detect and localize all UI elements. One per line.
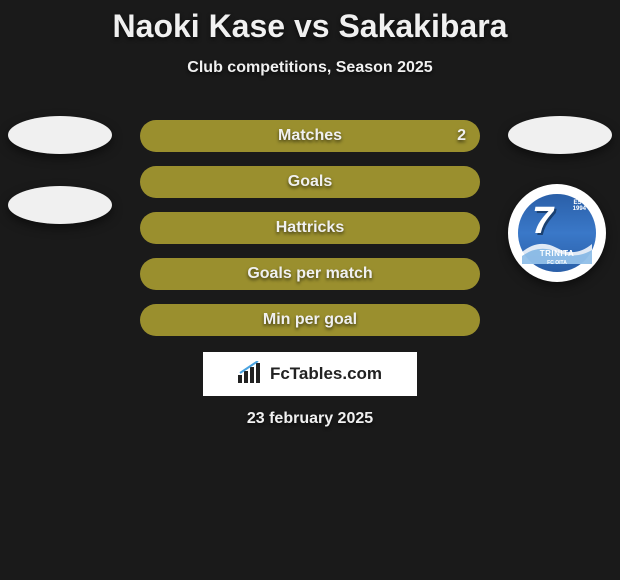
stat-label: Matches (278, 127, 342, 145)
stats-container: Matches 2 Goals Hattricks Goals per matc… (140, 120, 480, 336)
stat-label: Goals (288, 173, 332, 191)
club-badge-inner: 7 EST 1994 TRINITA FC OITA (515, 191, 599, 275)
subtitle: Club competitions, Season 2025 (0, 59, 620, 77)
left-player-column (8, 116, 112, 224)
date-label: 23 february 2025 (0, 410, 620, 428)
stat-row-min-per-goal: Min per goal (140, 304, 480, 336)
player2-club-badge: 7 EST 1994 TRINITA FC OITA (508, 184, 606, 282)
stat-label: Hattricks (276, 219, 344, 237)
stat-row-matches: Matches 2 (140, 120, 480, 152)
stat-row-hattricks: Hattricks (140, 212, 480, 244)
right-player-column: 7 EST 1994 TRINITA FC OITA (508, 116, 612, 282)
branding-text: FcTables.com (270, 364, 382, 384)
player1-avatar-placeholder (8, 116, 112, 154)
stat-label: Min per goal (263, 311, 357, 329)
stat-right-value: 2 (457, 120, 466, 152)
player1-club-placeholder (8, 186, 112, 224)
branding-box: FcTables.com (203, 352, 417, 396)
stat-row-goals-per-match: Goals per match (140, 258, 480, 290)
page-title: Naoki Kase vs Sakakibara (0, 0, 620, 45)
player2-avatar-placeholder (508, 116, 612, 154)
club-badge-est: EST 1994 (573, 200, 586, 212)
club-badge-name: TRINITA (518, 249, 596, 258)
stat-row-goals: Goals (140, 166, 480, 198)
branding-bars-icon (238, 361, 264, 388)
club-badge-sub: FC OITA (518, 260, 596, 266)
stat-label: Goals per match (247, 265, 372, 283)
club-badge-est-year: 1994 (573, 206, 586, 212)
